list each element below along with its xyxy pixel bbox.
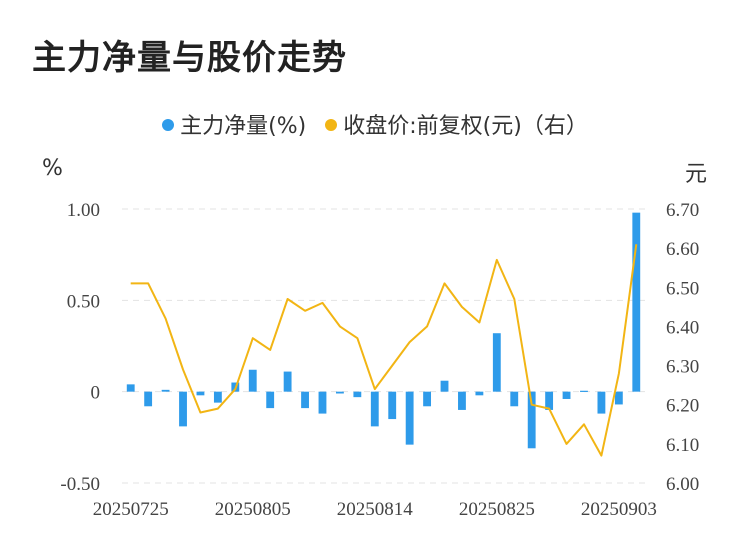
y-left-tick-label: -0.50 xyxy=(60,474,100,495)
x-tick-label: 20250805 xyxy=(215,499,291,520)
bar xyxy=(562,391,571,399)
bar xyxy=(423,391,432,407)
x-tick-label: 20250725 xyxy=(93,499,169,520)
x-tick-label: 20250903 xyxy=(581,499,657,520)
bar xyxy=(335,391,344,394)
y-right-tick-label: 6.20 xyxy=(666,396,699,417)
bar xyxy=(580,390,588,392)
bar xyxy=(510,391,519,407)
y-right-tick-label: 6.40 xyxy=(666,317,699,338)
legend-item-bar[interactable]: 主力净量(%) xyxy=(162,108,306,140)
right-axis-unit: 元 xyxy=(685,162,708,187)
y-left-tick-label: 1.00 xyxy=(67,200,100,221)
x-tick-label: 20250814 xyxy=(337,499,414,520)
bar xyxy=(248,369,257,392)
y-right-tick-label: 6.30 xyxy=(666,357,699,378)
y-left-tick-label: 0.50 xyxy=(67,291,100,312)
bar xyxy=(597,391,606,414)
x-tick-label: 20250825 xyxy=(459,499,535,520)
bar xyxy=(318,391,327,414)
chart-title: 主力净量与股价走势 xyxy=(32,38,347,78)
bar xyxy=(440,380,449,392)
bar xyxy=(388,391,397,420)
y-right-tick-label: 6.60 xyxy=(666,239,699,260)
y-right-tick-label: 6.10 xyxy=(666,435,699,456)
bar xyxy=(126,384,135,392)
legend-bar-label: 主力净量(%) xyxy=(180,114,307,139)
bar xyxy=(196,391,205,396)
y-left-tick-label: 0 xyxy=(91,383,101,404)
bar xyxy=(353,391,362,398)
legend-bar-marker xyxy=(162,119,175,131)
bar xyxy=(614,391,623,405)
legend-line-marker xyxy=(325,119,338,131)
bar xyxy=(370,391,379,427)
bar xyxy=(266,391,275,409)
bar xyxy=(492,333,501,392)
price-line xyxy=(130,244,638,457)
y-right-tick-label: 6.50 xyxy=(666,278,699,299)
y-right-tick-label: 6.00 xyxy=(666,474,699,495)
legend-item-line[interactable]: 收盘价:前复权(元)（右） xyxy=(325,108,588,140)
bar xyxy=(213,391,222,403)
bar xyxy=(283,371,292,392)
left-axis-unit: % xyxy=(42,156,63,181)
chart-legend: 主力净量(%) 收盘价:前复权(元)（右） xyxy=(0,108,750,140)
bar xyxy=(632,212,641,392)
bar xyxy=(301,391,309,409)
bar xyxy=(405,391,414,445)
legend-line-label: 收盘价:前复权(元)（右） xyxy=(343,114,588,139)
bar xyxy=(527,391,536,449)
bar xyxy=(458,391,466,410)
bar xyxy=(144,391,153,407)
bar xyxy=(161,389,170,392)
bar xyxy=(475,391,484,396)
bar xyxy=(545,391,554,410)
bar xyxy=(179,391,187,427)
y-right-tick-label: 6.70 xyxy=(666,200,699,221)
